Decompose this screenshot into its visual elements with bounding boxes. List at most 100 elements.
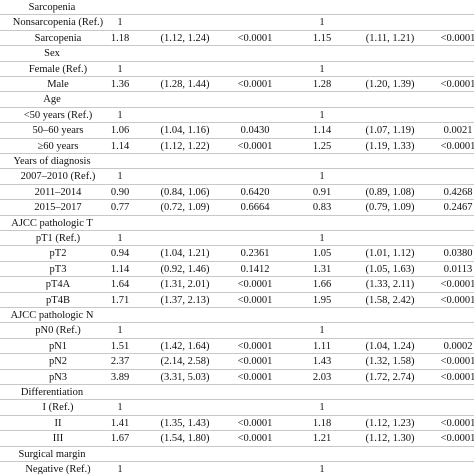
- cell: (1.04, 1.21): [160, 248, 210, 260]
- section-row: Differentiation: [0, 385, 474, 401]
- cell: (0.84, 1.06): [160, 186, 210, 198]
- cell: 0.6420: [240, 186, 270, 198]
- cell: 1: [319, 63, 325, 75]
- row-label: pN0 (Ref.): [35, 325, 81, 337]
- table-row: Sarcopenia 1.18 (1.12, 1.24) <0.0001 1.15 (1.…: [0, 31, 474, 47]
- cell: 1.36: [110, 79, 130, 90]
- cell: 1.67: [110, 433, 130, 445]
- row-label: 2007–2010 (Ref.): [20, 171, 96, 183]
- cell: (0.89, 1.08): [365, 186, 415, 198]
- cell: <0.0001: [237, 79, 273, 90]
- table-row: 2007–2010 (Ref.) 1 1: [0, 169, 474, 185]
- section-row: AJCC pathologic T: [0, 216, 474, 231]
- row-label: pT4B: [46, 294, 70, 306]
- cell: (0.72, 1.09): [160, 202, 210, 214]
- cell: 1: [319, 171, 325, 183]
- table-row: I (Ref.) 1 1: [0, 400, 474, 416]
- cell: (1.72, 2.74): [365, 371, 415, 383]
- cell: (1.12, 1.23): [365, 417, 415, 429]
- cell: 0.0002: [443, 340, 473, 352]
- section-header: Differentiation: [20, 387, 84, 398]
- cell: <0.0001: [237, 32, 273, 44]
- cell: <0.0001: [440, 294, 474, 306]
- cell: 1: [319, 233, 325, 244]
- section-row: AJCC pathologic N: [0, 308, 474, 324]
- cell: 0.6664: [240, 202, 270, 214]
- cell: 0.1412: [240, 263, 270, 275]
- cell: <0.0001: [440, 417, 474, 429]
- cell: 1.31: [312, 263, 332, 275]
- cell: <0.0001: [440, 140, 474, 152]
- cell: 1.28: [312, 79, 332, 90]
- cell: (3.31, 5.03): [160, 371, 210, 383]
- cell: (1.12, 1.30): [365, 433, 415, 445]
- row-label: pN2: [48, 356, 68, 368]
- cell: <0.0001: [237, 140, 273, 152]
- section-row: Sex: [0, 46, 474, 62]
- cell: 0.91: [312, 186, 332, 198]
- cell: 1.14: [312, 125, 332, 137]
- cell: 1: [319, 109, 325, 121]
- row-label: Sarcopenia: [34, 32, 82, 44]
- cell: 0.90: [110, 186, 130, 198]
- cell: 1: [319, 325, 325, 337]
- cell: 0.0113: [443, 263, 473, 275]
- cell: 0.94: [110, 248, 130, 260]
- cell: 0.2361: [240, 248, 270, 260]
- table-row: III 1.67 (1.54, 1.80) <0.0001 1.21 (1.12, 1.3…: [0, 431, 474, 447]
- row-label: 50–60 years: [32, 125, 84, 137]
- cell: (1.58, 2.42): [365, 294, 415, 306]
- section-header: Surgical margin: [18, 448, 86, 460]
- cell: 3.89: [110, 371, 130, 383]
- cell: (1.04, 1.24): [365, 340, 415, 352]
- cell: (2.14, 2.58): [160, 356, 210, 368]
- cell: 1: [117, 171, 123, 183]
- cell: 2.37: [110, 356, 130, 368]
- cell: (1.19, 1.33): [365, 140, 415, 152]
- cell: 1: [319, 17, 325, 29]
- cell: 0.2467: [443, 202, 473, 214]
- table-row: <50 years (Ref.) 1 1: [0, 108, 474, 124]
- table-row: pT4B 1.71 (1.37, 2.13) <0.0001 1.95 (1.58, 2.…: [0, 293, 474, 308]
- cell: <0.0001: [237, 294, 273, 306]
- cell: 0.0380: [443, 248, 473, 260]
- row-label: pT2: [49, 248, 67, 260]
- cell: (1.12, 1.22): [160, 140, 210, 152]
- cell: 1.71: [110, 294, 130, 306]
- cell: 1.25: [312, 140, 332, 152]
- cell: <0.0001: [237, 356, 273, 368]
- section-header: Sex: [44, 48, 60, 60]
- table-row: pN2 2.37 (2.14, 2.58) <0.0001 1.43 (1.32, 1.5…: [0, 354, 474, 370]
- cell: 1.43: [312, 356, 332, 368]
- cell: <0.0001: [237, 417, 273, 429]
- cell: 2.03: [312, 371, 332, 383]
- table-row: 2011–2014 0.90 (0.84, 1.06) 0.6420 0.91 (0.89…: [0, 185, 474, 201]
- cell: (0.92, 1.46): [160, 263, 210, 275]
- cell: <0.0001: [237, 279, 273, 291]
- cell: 1: [117, 63, 123, 75]
- cell: (1.54, 1.80): [160, 433, 210, 445]
- cell: 1.05: [312, 248, 332, 260]
- table-row: pN1 1.51 (1.42, 1.64) <0.0001 1.11 (1.04, 1.2…: [0, 339, 474, 355]
- table-row: Male 1.36 (1.28, 1.44) <0.0001 1.28 (1.20, 1.…: [0, 77, 474, 93]
- cell: 1.41: [110, 417, 130, 429]
- row-label: II: [54, 417, 62, 429]
- cell: (1.42, 1.64): [160, 340, 210, 352]
- table-row: 2015–2017 0.77 (0.72, 1.09) 0.6664 0.83 (0.79…: [0, 200, 474, 216]
- table-row: ≥60 years 1.14 (1.12, 1.22) <0.0001 1.25 (1.1…: [0, 139, 474, 154]
- table-row: pT4A 1.64 (1.31, 2.01) <0.0001 1.66 (1.33, 2.…: [0, 277, 474, 293]
- cell: (1.04, 1.16): [160, 125, 210, 137]
- section-header: Years of diagnosis: [13, 156, 91, 167]
- row-label: Female (Ref.): [28, 63, 88, 75]
- cell: (1.31, 2.01): [160, 279, 210, 291]
- cell: 1.18: [312, 417, 332, 429]
- row-label: pT3: [49, 263, 67, 275]
- cell: 1: [117, 109, 123, 121]
- section-header: AJCC pathologic N: [10, 310, 94, 321]
- cell: <0.0001: [440, 79, 474, 90]
- cell: <0.0001: [237, 371, 273, 383]
- row-label: pT1 (Ref.): [35, 233, 81, 244]
- cell: 0.0021: [443, 125, 473, 137]
- table-row: Nonsarcopenia (Ref.) 1 1: [0, 15, 474, 31]
- cell: <0.0001: [440, 279, 474, 291]
